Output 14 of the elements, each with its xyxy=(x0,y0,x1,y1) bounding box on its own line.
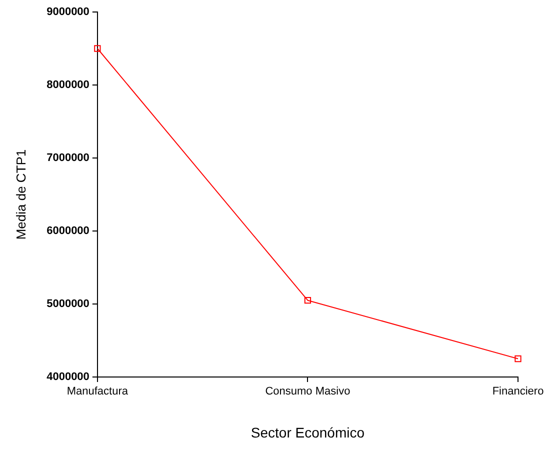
point xyxy=(94,45,101,52)
x-axis-title: Sector Económico xyxy=(250,424,365,440)
point xyxy=(304,297,312,304)
y-tick-label: 8000000 xyxy=(46,79,90,92)
x-tick-label: Financiero xyxy=(492,386,544,398)
point xyxy=(514,355,522,362)
y-tick-label: 7000000 xyxy=(46,152,90,164)
x-tick-label: Consumo Masivo xyxy=(265,386,350,398)
y-axis-title: Media de CTP1 xyxy=(13,149,28,240)
x-tick-label: Manufactura xyxy=(66,386,129,398)
y-tick-label: 6000000 xyxy=(46,225,90,238)
y-tick-label: 5000000 xyxy=(46,298,90,310)
y-tick-label: 4000000 xyxy=(46,371,90,384)
y-tick-label: 9000000 xyxy=(46,6,90,18)
